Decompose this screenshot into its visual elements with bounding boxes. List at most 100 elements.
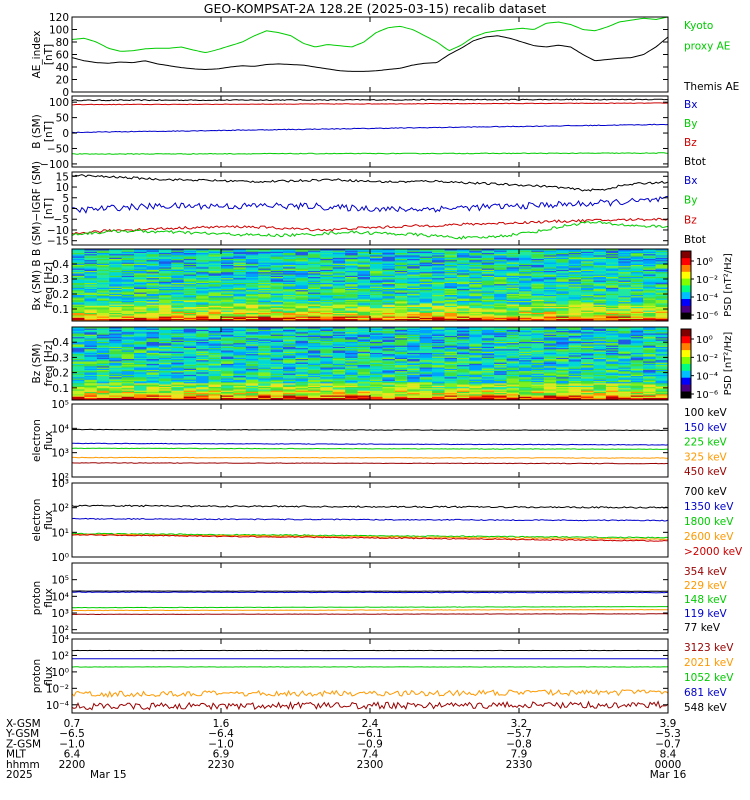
legend-pflux1: 354 keV 229 keV 148 keV 119 keV 77 keV — [684, 566, 728, 634]
series-line-themis-ae — [71, 35, 669, 72]
y-tick-label: 15 — [56, 171, 69, 183]
y-tick-label: 10⁻⁴ — [46, 700, 69, 712]
y-tick-label: 10² — [51, 650, 69, 662]
legend-eflux1: 100 keV 150 keV 225 keV 325 keV 450 keV — [684, 407, 728, 478]
y-tick-label: 5 — [62, 193, 69, 205]
colorbar-tick-label: 10⁰ — [696, 257, 713, 268]
time-axis-value: Mar 16 — [650, 769, 687, 781]
series-line-btot — [71, 174, 669, 192]
colorbar-tick-label: 10⁰ — [696, 335, 713, 346]
legend-entry: Bx — [684, 99, 697, 111]
y-tick-label: 0 — [62, 87, 69, 99]
time-axis-value: 0.7 — [64, 718, 81, 730]
legend-entry: Btot — [684, 234, 706, 246]
series-line-150-kev — [71, 442, 669, 446]
y-tick-label: −5 — [54, 214, 69, 226]
y-tick-label: 10¹ — [51, 527, 69, 539]
y-axis-label: B (SM) — [31, 114, 43, 148]
colorbar-tick-label: 10⁻⁴ — [696, 293, 718, 304]
y-axis-label: [nT] — [43, 198, 55, 219]
legend-entry: 148 keV — [684, 594, 728, 606]
series-line--2000-kev — [71, 533, 668, 542]
colorbar-label: PSD [nT²/Hz] — [723, 332, 734, 396]
y-axis-label: Bz (SM) — [31, 344, 43, 384]
legend-ae: Kyoto proxy AE Themis AE — [683, 20, 739, 93]
legend-entry: By — [684, 195, 697, 207]
y-tick-label: 0.3 — [52, 274, 69, 286]
legend-entry: 1350 keV — [684, 501, 734, 513]
y-axis-label: [nT] — [43, 44, 55, 65]
colorbar-frame — [680, 250, 692, 320]
y-tick-label: 0 — [62, 204, 69, 216]
legend-entry: 1800 keV — [684, 516, 734, 528]
legend-entry: proxy AE — [684, 40, 730, 52]
time-axis-value: 0000 — [655, 759, 682, 771]
colorbar-tick-label: 10⁻⁴ — [696, 372, 718, 383]
time-axis-value: −6.1 — [357, 728, 383, 740]
time-axis-row-label: hhmm — [6, 759, 40, 771]
y-tick-label: 100 — [49, 25, 69, 37]
time-axis-value: −1.0 — [208, 738, 234, 750]
colorbar-tick-label: 10⁻² — [696, 275, 718, 286]
series-line-1800-kev — [71, 532, 669, 539]
y-tick-label: 0.1 — [52, 383, 69, 395]
legend-eflux2: 700 keV 1350 keV 1800 keV 2600 keV >2000 keV — [684, 486, 743, 558]
time-axis-value: −6.5 — [59, 728, 85, 740]
series-line-3123-kev — [71, 700, 669, 711]
y-tick-label: 10² — [51, 472, 69, 484]
y-tick-label: −100 — [40, 159, 69, 171]
series-line-354-kev — [71, 613, 669, 616]
series-line-100-kev — [71, 428, 668, 432]
y-axis-label: B (SM)−IGRF (SM) — [31, 161, 43, 256]
y-tick-label: 40 — [56, 62, 69, 74]
y-tick-label: 0 — [62, 128, 69, 140]
colorbar-tick-label: 10⁻² — [696, 353, 718, 364]
time-axis-value: 2200 — [59, 759, 86, 771]
time-axis-row-label: 2025 — [6, 769, 33, 781]
time-axis-value: −1.0 — [59, 738, 85, 750]
time-axis-value: 1.6 — [213, 718, 230, 730]
time-axis-value: 6.4 — [64, 749, 81, 761]
time-axis-value: −0.8 — [506, 738, 532, 750]
panel-frame — [71, 562, 669, 634]
legend-entry: 2021 keV — [684, 657, 734, 669]
panel-frame — [71, 16, 669, 93]
y-tick-label: 50 — [56, 113, 69, 125]
y-tick-label: 0.4 — [52, 259, 69, 271]
y-tick-label: −10 — [47, 225, 69, 237]
y-axis-label: AE_index — [31, 31, 43, 79]
y-tick-label: 10² — [51, 625, 69, 637]
y-axis-label: flux — [43, 510, 55, 529]
y-tick-label: 0.4 — [52, 337, 69, 349]
time-axis-value: −0.9 — [357, 738, 383, 750]
y-axis-label: proton — [31, 659, 43, 693]
series-line-2021-kev — [71, 688, 669, 699]
time-axis-value: −5.7 — [506, 728, 532, 740]
y-axis-label: [nT] — [43, 121, 55, 142]
time-axis-table: X-GSM 0.7 1.6 2.4 3.2 3.9 Y-GSM −6.5 −6.4 −6.1 −5.… — [5, 718, 687, 781]
colorbar-label: PSD [nT²/Hz] — [723, 253, 734, 317]
legend-entry: 354 keV — [684, 566, 728, 578]
legend-entry: >2000 keV — [684, 546, 743, 558]
series-line-229-kev — [71, 608, 669, 612]
legend-entry: 450 keV — [684, 466, 728, 478]
legend-entry: 325 keV — [684, 451, 728, 463]
time-axis-value: 2.4 — [362, 718, 379, 730]
legend-bigrf: Bx By Bz Btot — [684, 175, 706, 246]
y-tick-label: 10⁴ — [51, 591, 69, 603]
time-axis-value: −6.4 — [208, 728, 234, 740]
time-axis-row-label: Y-GSM — [5, 728, 39, 740]
legend-entry: Bz — [684, 214, 697, 226]
legend-entry: 3123 keV — [684, 642, 734, 654]
y-tick-label: 0.2 — [52, 368, 69, 380]
y-axis-label: freq [Hz] — [43, 341, 55, 387]
time-axis-value: 2230 — [208, 759, 235, 771]
panel-eflux2: 700 keV 1350 keV 1800 keV 2600 keV >2000 keV… — [31, 478, 743, 564]
y-tick-label: 10⁰ — [51, 552, 69, 564]
time-axis-value: −5.3 — [655, 728, 681, 740]
y-tick-label: −15 — [47, 236, 69, 248]
panel-frame — [71, 403, 669, 478]
y-axis-label: electron — [31, 499, 43, 542]
